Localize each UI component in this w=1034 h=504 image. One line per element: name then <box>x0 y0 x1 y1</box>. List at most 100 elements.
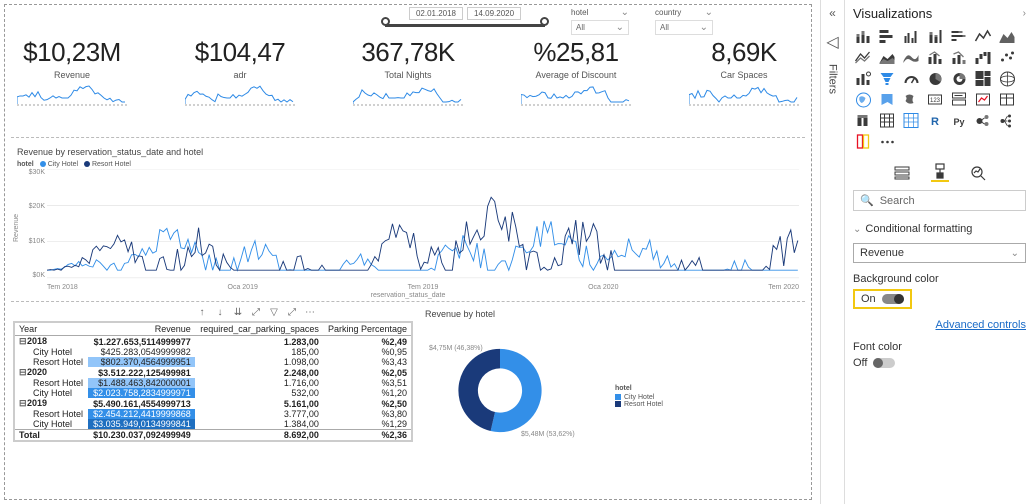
kpi-label: Average of Discount <box>536 70 617 80</box>
filters-label[interactable]: Filters <box>827 64 839 94</box>
viz-type-icon[interactable] <box>901 111 921 129</box>
viz-type-icon[interactable] <box>877 111 897 129</box>
hotel-slicer-value: All <box>576 23 585 32</box>
kpi-card[interactable]: 8,69K Car Spaces <box>689 37 799 106</box>
filter-icon[interactable]: ▽ <box>267 305 281 319</box>
viz-type-icon[interactable] <box>973 27 993 45</box>
analytics-tab-icon[interactable] <box>969 164 987 182</box>
chevron-down-icon: ⌄ <box>853 224 861 235</box>
viz-type-icon[interactable] <box>925 27 945 45</box>
table-row[interactable]: Resort Hotel $802.370,4564999951 1.098,0… <box>15 357 411 367</box>
table-header[interactable]: Year <box>15 323 88 336</box>
chevron-down-icon: ⌄ <box>1011 248 1019 259</box>
viz-type-icon[interactable]: R <box>925 111 945 129</box>
viz-type-icon[interactable] <box>901 69 921 87</box>
cf-field-dropdown[interactable]: Revenue ⌄ <box>853 243 1026 263</box>
table-header[interactable]: required_car_parking_spaces <box>195 323 323 336</box>
viz-type-icon[interactable] <box>973 90 993 108</box>
kpi-value: 367,78K <box>361 37 454 68</box>
viz-type-icon[interactable] <box>997 27 1017 45</box>
viz-type-icon[interactable] <box>901 90 921 108</box>
viz-type-icon[interactable] <box>877 48 897 66</box>
table-row[interactable]: ⊟2020 $3.512.222,125499981 2.248,00 %2,0… <box>15 367 411 378</box>
viz-type-icon[interactable] <box>901 27 921 45</box>
table-row[interactable]: Total $10.230.037,092499949 8.692,00 %2,… <box>15 430 411 441</box>
chevron-down-icon: ⌄ <box>621 7 629 18</box>
report-canvas: 02.01.2018 14.09.2020 hotel⌄ All⌄ countr… <box>4 4 812 500</box>
viz-type-icon[interactable] <box>949 90 969 108</box>
matrix-visual[interactable]: YearRevenuerequired_car_parking_spacesPa… <box>13 321 413 442</box>
expand-pane-icon[interactable]: › <box>1023 8 1026 19</box>
date-to[interactable]: 14.09.2020 <box>467 7 521 20</box>
viz-type-icon[interactable] <box>877 27 897 45</box>
country-slicer[interactable]: country⌄ All⌄ <box>655 7 713 35</box>
viz-type-icon[interactable] <box>949 69 969 87</box>
table-row[interactable]: ⊟2019 $5.490.161,4554999713 5.161,00 %2,… <box>15 398 411 409</box>
date-from[interactable]: 02.01.2018 <box>409 7 463 20</box>
format-tab-icon[interactable] <box>931 164 949 182</box>
viz-type-icon[interactable] <box>997 90 1017 108</box>
expand-all-icon[interactable]: ⤢ <box>249 305 263 319</box>
font-color-toggle[interactable]: Off <box>853 357 1026 369</box>
viz-type-icon[interactable] <box>949 27 969 45</box>
revenue-donut-chart[interactable]: Revenue by hotel $4,75M (46,38%) $5,48M … <box>425 309 705 463</box>
kpi-card[interactable]: $104,47 adr <box>185 37 295 106</box>
drill-down-icon[interactable]: ↓ <box>213 305 227 319</box>
viz-type-icon[interactable] <box>973 48 993 66</box>
drill-up-icon[interactable]: ↑ <box>195 305 209 319</box>
table-row[interactable]: City Hotel $3.035.949,0134999841 1.384,0… <box>15 419 411 430</box>
background-color-toggle[interactable]: On <box>853 289 912 309</box>
viz-type-icon[interactable]: Py <box>949 111 969 129</box>
table-header[interactable]: Revenue <box>88 323 195 336</box>
focus-mode-icon[interactable]: ⤢ <box>285 305 299 319</box>
viz-type-icon[interactable] <box>997 69 1017 87</box>
viz-type-icon[interactable] <box>853 48 873 66</box>
viz-type-icon[interactable] <box>997 111 1017 129</box>
viz-type-icon[interactable] <box>973 69 993 87</box>
viz-type-icon[interactable] <box>925 48 945 66</box>
hotel-slicer[interactable]: hotel⌄ All⌄ <box>571 7 629 35</box>
viz-type-icon[interactable] <box>973 111 993 129</box>
collapse-pane-icon[interactable]: « <box>829 6 836 20</box>
revenue-line-chart[interactable]: Revenue by reservation_status_date and h… <box>11 143 805 297</box>
kpi-card[interactable]: $10,23M Revenue <box>17 37 127 106</box>
search-input[interactable]: 🔍 Search <box>853 190 1026 211</box>
viz-type-icon[interactable] <box>877 69 897 87</box>
table-row[interactable]: Resort Hotel $1.488.463,842000001 1.716,… <box>15 378 411 388</box>
donut-title: Revenue by hotel <box>425 309 705 319</box>
date-range-slider[interactable] <box>385 22 545 34</box>
viz-type-icon[interactable] <box>853 111 873 129</box>
viz-type-icon[interactable] <box>853 69 873 87</box>
viz-type-icon[interactable] <box>949 48 969 66</box>
visualizations-pane: Visualizations › 123RPy 🔍 Search ⌄ Condi… <box>844 0 1034 504</box>
viz-type-icon[interactable] <box>853 132 873 150</box>
conditional-formatting-header[interactable]: ⌄ Conditional formatting <box>853 223 1026 235</box>
kpi-label: adr <box>233 70 246 80</box>
kpi-label: Car Spaces <box>720 70 767 80</box>
expand-hierarchy-icon[interactable]: ⇊ <box>231 305 245 319</box>
more-options-icon[interactable]: ⋯ <box>303 305 317 319</box>
table-row[interactable]: City Hotel $425.283,0549999982 185,00 %0… <box>15 347 411 357</box>
viz-type-icon[interactable] <box>853 27 873 45</box>
table-row[interactable]: ⊟2018 $1.227.653,5114999977 1.283,00 %2,… <box>15 336 411 348</box>
country-slicer-label: country <box>655 8 681 17</box>
viz-type-icon[interactable] <box>877 90 897 108</box>
country-slicer-value: All <box>660 23 669 32</box>
table-row[interactable]: Resort Hotel $2.454.212,4419999868 3.777… <box>15 409 411 419</box>
viz-type-icon[interactable] <box>853 90 873 108</box>
viz-type-icon[interactable] <box>925 69 945 87</box>
date-slicer[interactable]: 02.01.2018 14.09.2020 <box>385 7 545 34</box>
advanced-controls-link[interactable]: Advanced controls <box>853 319 1026 331</box>
table-header[interactable]: Parking Percentage <box>323 323 411 336</box>
kpi-card[interactable]: 367,78K Total Nights <box>353 37 463 106</box>
table-row[interactable]: City Hotel $2.023.758,2834999971 532,00 … <box>15 388 411 398</box>
fields-tab-icon[interactable] <box>893 164 911 182</box>
chevron-down-icon: ⌄ <box>616 22 624 33</box>
viz-type-icon[interactable] <box>901 48 921 66</box>
viz-type-icon[interactable]: 123 <box>925 90 945 108</box>
viz-type-icon[interactable] <box>997 48 1017 66</box>
kpi-card[interactable]: %25,81 Average of Discount <box>521 37 631 106</box>
filters-pane-icon[interactable]: ◁ <box>826 32 838 52</box>
x-axis-label: reservation_status_date <box>11 292 805 299</box>
viz-type-icon[interactable] <box>877 132 897 150</box>
